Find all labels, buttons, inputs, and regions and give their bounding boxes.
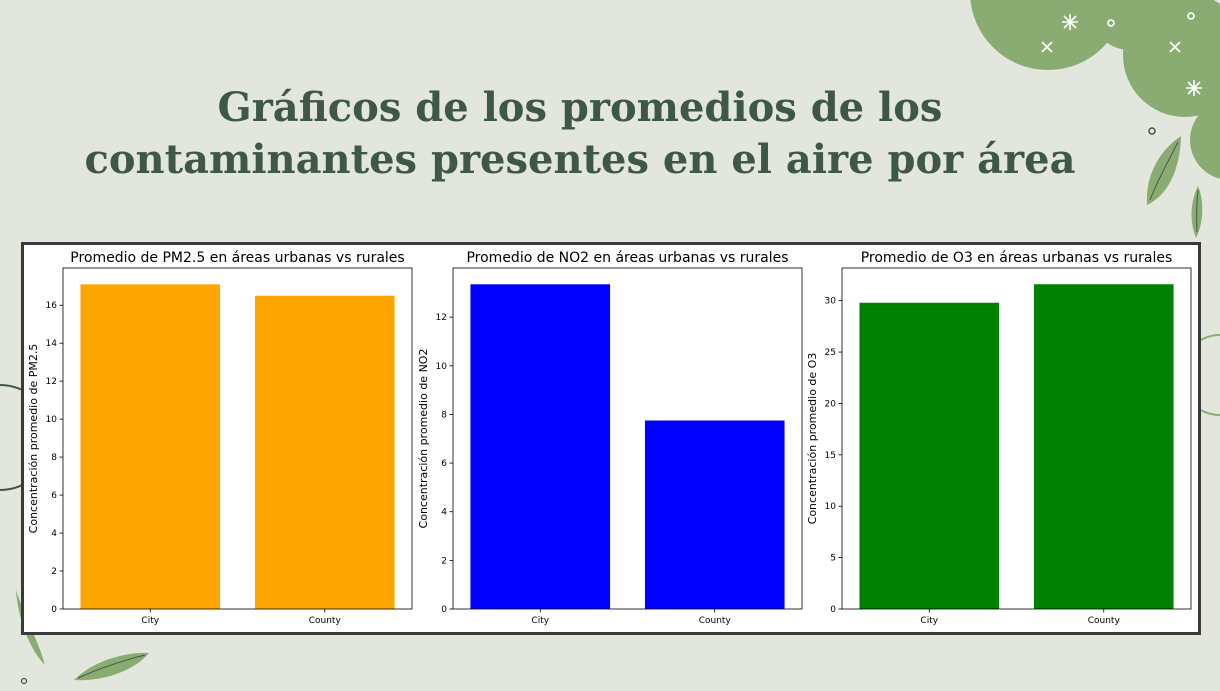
y-tick-label: 0: [51, 605, 57, 615]
bar-city: [470, 284, 611, 609]
y-tick-label: 12: [46, 377, 57, 387]
y-tick-label: 10: [825, 502, 837, 512]
plot-frame-2: [452, 267, 803, 610]
leaf-right-1: [1146, 136, 1181, 205]
chart-title-1: Promedio de PM2.5 en áreas urbanas vs ru…: [70, 250, 404, 266]
bar-county: [254, 295, 395, 609]
y-tick-label: 10: [436, 362, 448, 372]
y-axis-label-2: Concentración promedio de NO2: [417, 349, 430, 529]
y-tick-label: 8: [441, 410, 447, 420]
y-tick-label: 12: [436, 313, 447, 323]
y-axis-label-3: Concentración promedio de O3: [806, 353, 819, 525]
y-tick-label: 4: [441, 508, 447, 518]
plot-frame-3: [841, 267, 1192, 610]
leaf-right-2: [1191, 186, 1203, 238]
y-tick-label: 0: [830, 605, 836, 615]
x-tick-label: County: [309, 616, 342, 626]
x-tick-label: City: [531, 616, 549, 626]
y-tick-label: 6: [441, 459, 447, 469]
bar-county: [1033, 284, 1174, 609]
chart-title-3: Promedio de O3 en áreas urbanas vs rural…: [861, 250, 1173, 266]
y-tick-label: 6: [51, 491, 57, 501]
y-tick-label: 20: [825, 399, 837, 409]
y-tick-label: 15: [825, 451, 836, 461]
y-tick-label: 25: [825, 348, 836, 358]
x-tick-label: City: [920, 616, 938, 626]
y-tick-label: 10: [46, 415, 58, 425]
x-tick-label: County: [699, 616, 732, 626]
bar-county: [644, 420, 785, 609]
x-tick-label: County: [1088, 616, 1121, 626]
charts-panel: Promedio de PM2.5 en áreas urbanas vs ru…: [21, 242, 1201, 635]
slide-title: Gráficos de los promedios de los contami…: [60, 82, 1100, 186]
y-tick-label: 4: [51, 529, 57, 539]
y-tick-label: 8: [51, 453, 57, 463]
slide-title-line-2: contaminantes presentes en el aire por á…: [84, 136, 1076, 183]
y-tick-label: 2: [441, 556, 447, 566]
x-tick-label: City: [141, 616, 159, 626]
y-tick-label: 5: [830, 554, 836, 564]
y-tick-label: 0: [441, 605, 447, 615]
plot-frame-1: [62, 267, 413, 610]
y-tick-label: 14: [46, 339, 58, 349]
slide-title-line-1: Gráficos de los promedios de los: [217, 84, 943, 131]
leaf-bottom-left: [74, 652, 149, 681]
chart-title-2: Promedio de NO2 en áreas urbanas vs rura…: [466, 250, 788, 266]
bar-city: [80, 284, 221, 609]
y-tick-label: 16: [46, 301, 58, 311]
y-tick-label: 2: [51, 567, 57, 577]
bar-city: [859, 302, 1000, 609]
charts-figure: Promedio de PM2.5 en áreas urbanas vs ru…: [27, 250, 1192, 626]
y-tick-label: 30: [825, 297, 837, 307]
y-axis-label-1: Concentración promedio de PM2.5: [27, 344, 40, 534]
